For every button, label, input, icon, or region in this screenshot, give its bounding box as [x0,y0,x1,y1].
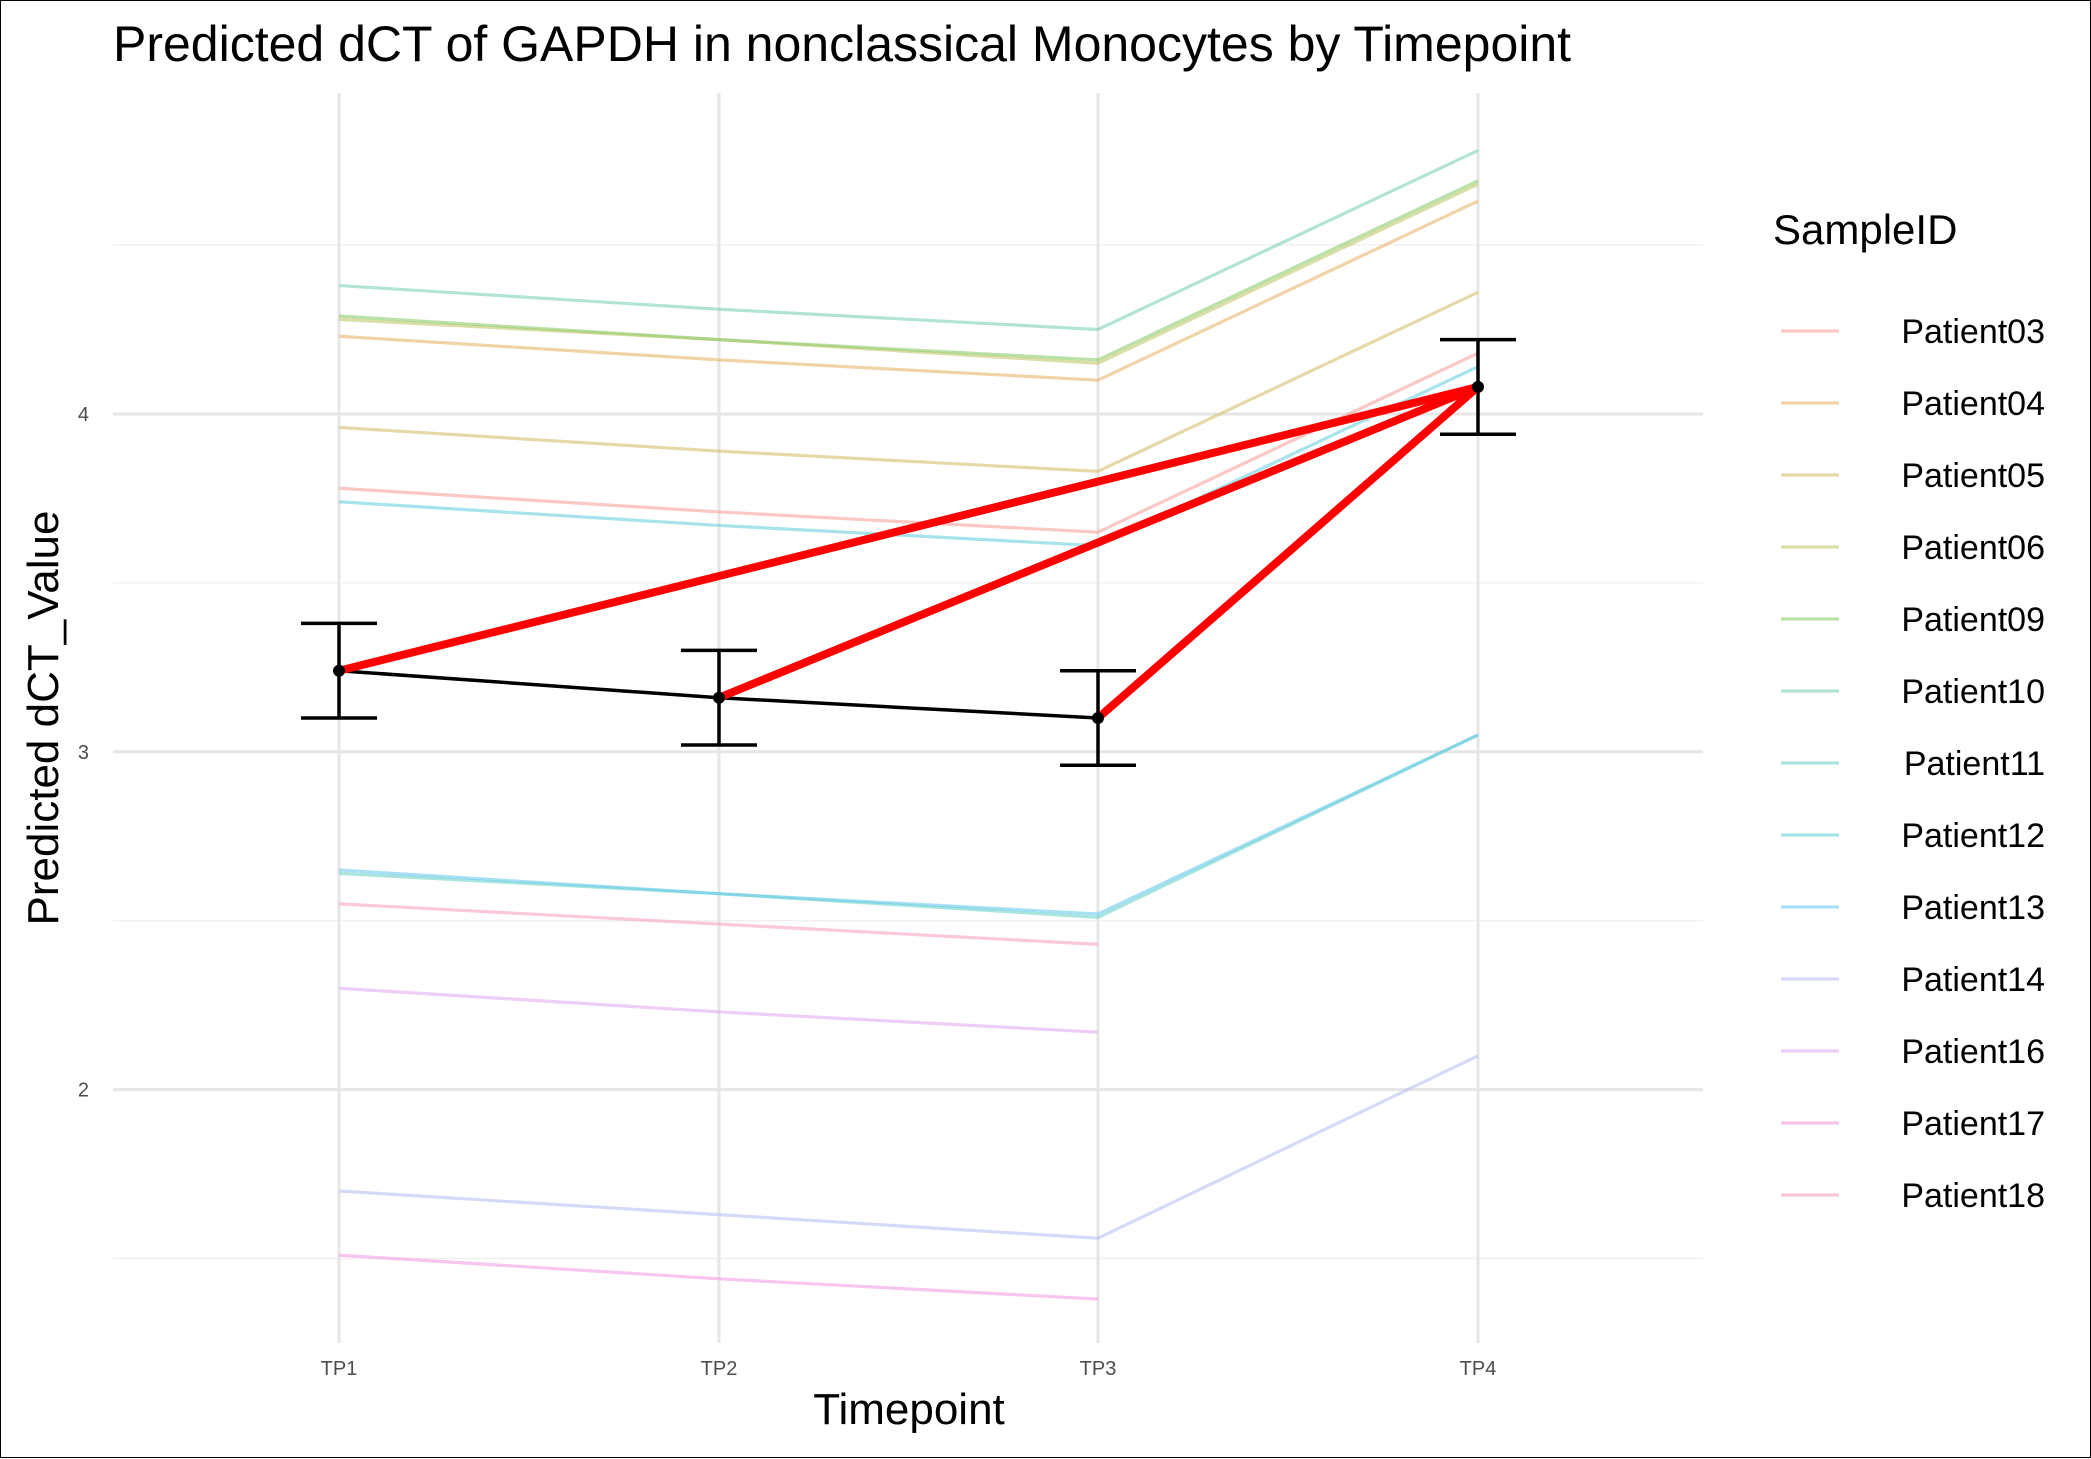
series-line-patient16 [338,986,1099,1034]
x-tick-label: TP4 [1460,1358,1497,1380]
legend-item-patient03: Patient03 [1781,313,2045,351]
series-line-patient04 [338,199,1479,382]
legend-item-patient04: Patient04 [1781,385,2045,423]
legend-item-patient05: Patient05 [1781,457,2045,495]
legend-label: Patient04 [1901,385,2045,423]
x-tick-label: TP1 [321,1358,358,1380]
legend-label: Patient12 [1901,817,2045,855]
legend-item-patient13: Patient13 [1781,889,2045,927]
legend-label: Patient09 [1901,601,2045,639]
series-line-patient10 [338,148,1479,332]
legend-label: Patient05 [1901,457,2045,495]
y-tick-label: 2 [78,1080,89,1102]
highlight-segment-tp2-tp4 [715,382,1482,702]
mean-point [713,691,725,704]
highlight-layer [335,382,1482,722]
legend-item-patient09: Patient09 [1781,601,2045,639]
legend-label: Patient16 [1901,1033,2045,1071]
legend-item-patient10: Patient10 [1781,673,2045,711]
y-tick-label: 3 [78,742,89,764]
legend-label: Patient06 [1901,529,2045,567]
x-tick-label: TP3 [1080,1358,1117,1380]
legend-item-patient12: Patient12 [1781,817,2045,855]
legend-label: Patient17 [1901,1105,2045,1143]
chart-title: Predicted dCT of GAPDH in nonclassical M… [113,16,1571,72]
legend-item-patient14: Patient14 [1781,961,2045,999]
legend-item-patient16: Patient16 [1781,1033,2045,1071]
series-line-patient18 [338,902,1099,946]
y-axis-title: Predicted dCT_Value [19,511,68,926]
mean-series-layer [301,337,1516,768]
legend-title: SampleID [1773,206,1957,253]
series-line-patient09 [338,179,1479,362]
mean-point [333,664,345,677]
legend-item-patient11: Patient11 [1781,745,2045,783]
legend-label: Patient13 [1901,889,2045,927]
series-line-patient12 [338,365,1479,548]
patient-series-layer [338,148,1479,1301]
series-line-patient14 [338,1054,1479,1240]
legend-label: Patient10 [1901,673,2045,711]
highlight-segment-tp3-tp4 [1094,382,1482,722]
mean-points-layer [333,380,1484,724]
x-tick-label: TP2 [701,1358,738,1380]
x-axis-title: Timepoint [813,1385,1005,1434]
highlight-segment-tp1-tp4 [335,382,1482,675]
legend-item-patient17: Patient17 [1781,1105,2045,1143]
legend-label: Patient11 [1904,745,2045,783]
series-line-patient13 [338,733,1479,916]
legend-label: Patient03 [1901,313,2045,351]
series-line-patient17 [338,1253,1099,1301]
series-line-patient11 [338,733,1479,919]
legend-label: Patient18 [1901,1177,2045,1215]
series-line-patient03 [338,351,1479,534]
legend-item-patient06: Patient06 [1781,529,2045,567]
y-tick-label: 4 [78,404,89,426]
legend-label: Patient14 [1901,961,2045,999]
mean-point [1092,712,1104,724]
tick-labels-layer: 2 3 4 TP1 TP2 TP3 TP4 [78,404,1496,1380]
series-line-patient06 [338,182,1479,365]
series-line-patient05 [338,290,1479,473]
legend-item-patient18: Patient18 [1781,1177,2045,1215]
mean-point [1472,380,1484,393]
legend: SampleID Patient03 Patient04 Patient05 Pati… [1773,206,2045,1215]
